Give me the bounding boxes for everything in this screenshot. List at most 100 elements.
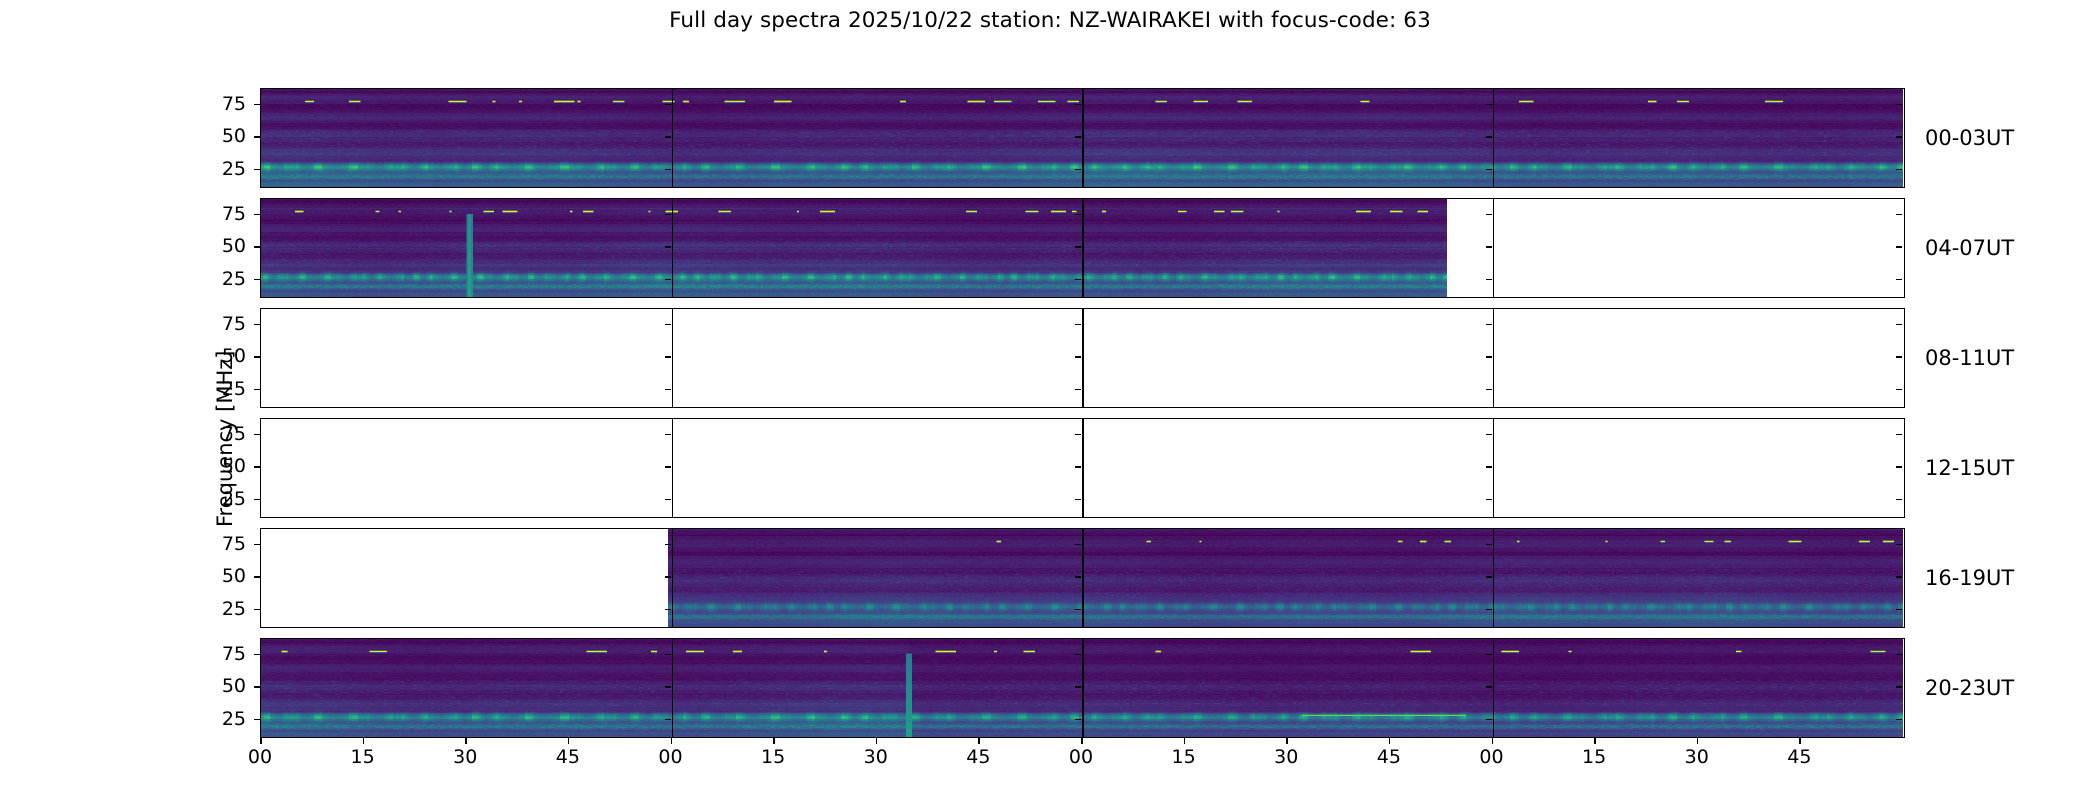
x-tick-label: 45 [555, 746, 580, 768]
y-tick-mark-inner [664, 718, 671, 721]
x-tick-mark [1388, 738, 1391, 744]
x-tick-mark [567, 738, 570, 744]
x-tick-label: 15 [1171, 746, 1196, 768]
x-tick-mark [875, 738, 878, 744]
y-tick-label: 25 [221, 157, 246, 180]
y-tick-mark-inner [1896, 466, 1902, 468]
y-tick-mark-inner [1896, 608, 1902, 611]
y-tick-mark-inner [1896, 498, 1902, 501]
y-tick-mark-inner [1896, 576, 1902, 578]
hour-separator [671, 419, 673, 517]
y-tick-mark-inner [1075, 168, 1081, 171]
x-tick-label: 30 [863, 746, 888, 768]
y-tick-label: 50 [221, 565, 246, 588]
y-tick-label: 25 [221, 487, 246, 510]
y-tick-mark-inner [664, 388, 671, 391]
y-tick-mark-inner [1075, 323, 1081, 326]
row-time-label: 16-19UT [1925, 566, 2015, 590]
y-tick-mark-inner [1485, 686, 1492, 688]
y-tick-mark [254, 543, 260, 546]
y-tick-mark-inner [664, 608, 671, 611]
y-tick-mark [254, 466, 260, 468]
y-tick-label: 75 [221, 92, 246, 115]
y-tick-mark-inner [1896, 356, 1902, 358]
y-tick-mark [254, 213, 260, 216]
y-tick-mark-inner [1896, 543, 1902, 546]
x-tick-label: 15 [350, 746, 375, 768]
spectrogram-row [260, 198, 1905, 298]
y-tick-mark-inner [664, 323, 671, 326]
x-tick-mark [1594, 738, 1596, 744]
y-tick-mark-inner [1485, 356, 1492, 358]
y-tick-mark-inner [1485, 323, 1492, 326]
row-time-label: 04-07UT [1925, 236, 2015, 260]
x-tick-label: 15 [1582, 746, 1607, 768]
y-tick-label: 50 [221, 235, 246, 258]
y-tick-mark [254, 103, 260, 106]
y-tick-mark-inner [664, 103, 671, 106]
y-tick-mark-inner [1075, 278, 1081, 281]
x-tick-label: 00 [247, 746, 273, 768]
y-tick-mark-inner [1075, 686, 1081, 688]
spectrogram-row [260, 638, 1905, 738]
y-tick-label: 75 [221, 202, 246, 225]
row-time-label: 08-11UT [1925, 346, 2015, 370]
hour-separator [671, 529, 673, 627]
y-tick-mark-inner [1075, 653, 1081, 656]
y-tick-mark-inner [1485, 608, 1492, 611]
y-tick-label: 25 [221, 377, 246, 400]
y-tick-mark [254, 388, 260, 391]
hour-separator [1082, 199, 1084, 297]
y-tick-mark-inner [1485, 168, 1492, 171]
y-tick-mark-inner [1075, 136, 1081, 138]
y-tick-mark-inner [1896, 278, 1902, 281]
y-tick-mark [254, 356, 260, 358]
x-tick-mark [1183, 738, 1186, 744]
y-tick-mark-inner [1485, 498, 1492, 501]
hour-separator [1492, 529, 1494, 627]
y-tick-mark-inner [1485, 246, 1492, 248]
y-tick-label: 75 [221, 532, 246, 555]
hour-separator [1492, 199, 1494, 297]
y-tick-mark-inner [664, 168, 671, 171]
hour-separator [1492, 639, 1494, 737]
row-time-label: 12-15UT [1925, 456, 2015, 480]
y-tick-mark [254, 433, 260, 436]
y-tick-mark-inner [1075, 433, 1081, 436]
y-tick-mark-inner [1075, 718, 1081, 721]
y-tick-label: 50 [221, 675, 246, 698]
y-tick-mark-inner [1896, 103, 1902, 106]
x-tick-label: 45 [1376, 746, 1401, 768]
hour-separator [671, 639, 673, 737]
y-tick-mark-inner [664, 246, 671, 248]
y-tick-mark-inner [1485, 278, 1492, 281]
y-tick-mark-inner [1075, 213, 1081, 216]
y-tick-mark-inner [1896, 323, 1902, 326]
y-tick-mark-inner [1075, 356, 1081, 358]
y-tick-mark-inner [1896, 718, 1902, 721]
y-tick-mark-inner [1075, 543, 1081, 546]
x-tick-label: 30 [1274, 746, 1299, 768]
y-tick-mark-inner [664, 576, 671, 578]
y-tick-mark [254, 718, 260, 721]
hour-separator [1082, 419, 1084, 517]
y-tick-mark [254, 576, 260, 578]
hour-separator [1082, 309, 1084, 407]
y-tick-mark-inner [1075, 466, 1081, 468]
y-tick-mark-inner [664, 136, 671, 138]
y-tick-mark [254, 246, 260, 248]
spectrogram-row [260, 418, 1905, 518]
y-tick-mark-inner [664, 686, 671, 688]
y-tick-label: 75 [221, 642, 246, 665]
y-tick-mark-inner [1896, 653, 1902, 656]
x-tick-label: 45 [1787, 746, 1812, 768]
y-tick-mark [254, 608, 260, 611]
hour-separator [671, 309, 673, 407]
y-tick-mark-inner [1075, 388, 1081, 391]
row-time-label: 20-23UT [1925, 676, 2015, 700]
x-tick-mark [670, 738, 673, 744]
hour-separator [671, 89, 673, 187]
y-tick-mark-inner [1896, 213, 1902, 216]
x-tick-mark [1081, 738, 1083, 744]
